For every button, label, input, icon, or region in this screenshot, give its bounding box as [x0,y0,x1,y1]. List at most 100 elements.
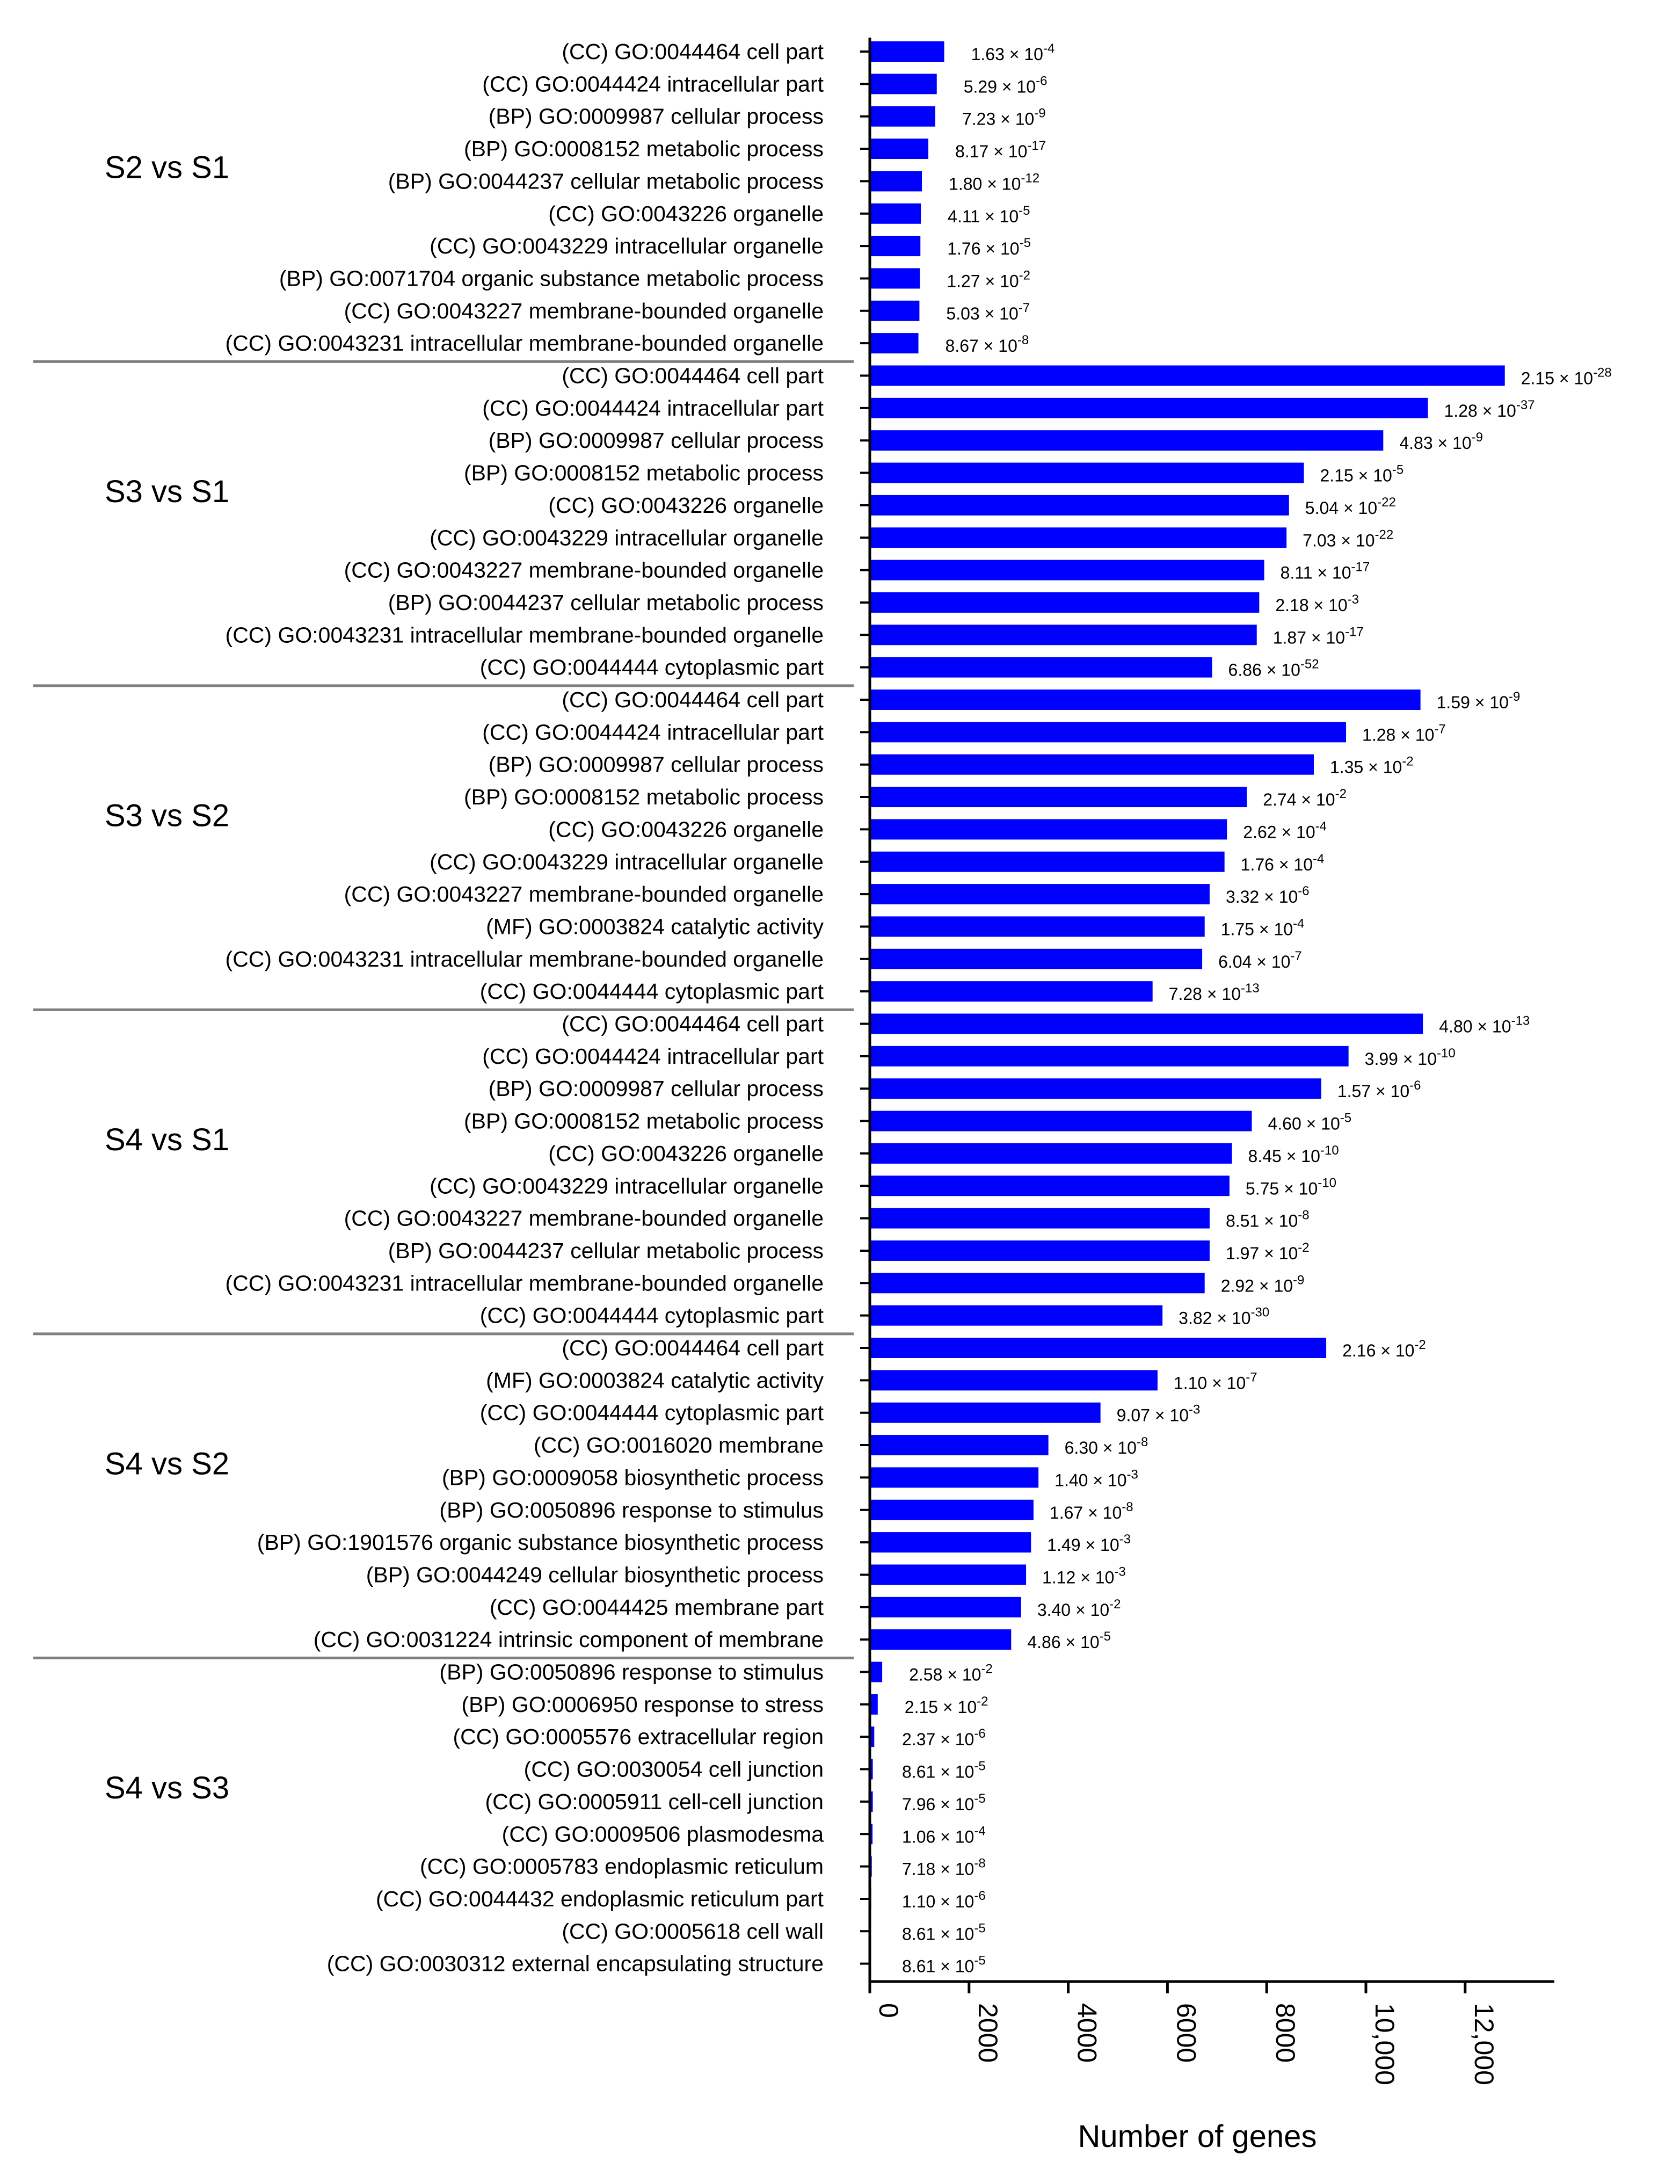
p-value-exponent: -4 [974,1824,985,1838]
p-value-mantissa: 2.15 [1521,369,1554,388]
p-value-exponent: -9 [1509,690,1520,704]
p-value-label: 2.92 × 10-9 [1221,1273,1305,1295]
bar [870,1435,1049,1456]
p-value-label: 2.62 × 10-4 [1243,819,1327,841]
term-label: (CC) GO:0043227 membrane-bounded organel… [344,1206,824,1231]
p-value-exponent: -6 [974,1726,985,1741]
term-label: (BP) GO:0044249 cellular biosynthetic pr… [366,1562,824,1587]
term-label: (CC) GO:0030312 external encapsulating s… [327,1951,824,1976]
axes [868,38,1554,1983]
term-label: (BP) GO:0008152 metabolic process [464,1109,824,1134]
p-value-label: 1.12 × 10-3 [1042,1564,1126,1587]
p-value-label: 1.40 × 10-3 [1054,1467,1138,1490]
p-value-label: 1.10 × 10-6 [902,1889,986,1911]
p-value-label: 4.11 × 10-5 [948,204,1030,226]
p-value-exponent: -52 [1300,657,1319,672]
p-value-exponent: -30 [1251,1305,1270,1320]
x-tick-label: 4000 [1072,2003,1102,2063]
p-value-exponent: -2 [977,1694,988,1709]
p-value-exponent: -5 [1340,1111,1351,1126]
p-value-mantissa: 4.80 [1439,1017,1472,1036]
p-value-mantissa: 4.83 [1399,433,1432,453]
p-value-label: 1.28 × 10-37 [1444,398,1535,420]
bar [870,139,929,159]
bar [870,1499,1034,1520]
p-value-label: 5.29 × 10-6 [964,74,1048,96]
p-value-exponent: -7 [1246,1370,1257,1384]
p-value-mantissa: 1.57 [1337,1082,1371,1101]
p-value-mantissa: 1.35 [1330,758,1363,777]
bar [870,1564,1027,1585]
p-value-mantissa: 2.16 [1342,1341,1376,1360]
p-value-mantissa: 1.76 [947,239,980,258]
p-value-exponent: -5 [1100,1629,1111,1644]
p-value-mantissa: 5.03 [946,304,979,323]
p-value-label: 1.28 × 10-7 [1362,722,1446,744]
p-value-label: 3.82 × 10-30 [1179,1305,1269,1328]
p-value-mantissa: 2.18 [1275,596,1308,615]
p-value-label: 1.76 × 10-4 [1241,852,1325,874]
bar [870,1726,875,1747]
p-value-label: 9.07 × 10-3 [1117,1403,1201,1425]
bar [870,430,1384,451]
p-value-label: 1.35 × 10-2 [1330,754,1414,777]
bar [870,1208,1210,1229]
term-label: (BP) GO:0050896 response to stimulus [439,1660,824,1685]
p-value-mantissa: 7.18 [902,1860,935,1879]
group-separators [33,360,854,1659]
term-label: (CC) GO:0043227 membrane-bounded organel… [344,299,824,323]
p-value-mantissa: 8.11 [1281,563,1313,583]
term-label: (CC) GO:0044464 cell part [562,39,824,64]
p-value-label: 1.49 × 10-3 [1047,1532,1131,1555]
bar [870,1759,873,1780]
bar [870,462,1304,483]
term-label: (BP) GO:0006950 response to stress [461,1692,824,1717]
x-tick-label: 8000 [1270,2003,1300,2063]
term-label: (CC) GO:0044424 intracellular part [482,71,824,96]
group-labels: S2 vs S1 S3 vs S1 S3 vs S2 S4 vs S1 S4 vs S2… [105,150,229,1805]
bar [870,625,1257,645]
term-label: (BP) GO:0009987 cellular process [489,1076,824,1101]
term-label: (CC) GO:0005618 cell wall [562,1919,824,1943]
p-value-exponent: -9 [1034,106,1045,121]
p-value-label: 1.10 × 10-7 [1174,1370,1257,1392]
p-value-mantissa: 1.10 [1174,1373,1207,1392]
term-label: (CC) GO:0043229 intracellular organelle [430,234,824,258]
p-value-exponent: -6 [974,1889,985,1903]
group-label: S3 vs S1 [105,474,229,509]
p-value-exponent: -3 [1114,1564,1125,1579]
term-label: (MF) GO:0003824 catalytic activity [486,1368,824,1392]
term-label: (CC) GO:0043231 intracellular membrane-b… [226,331,824,355]
p-value-mantissa: 8.51 [1226,1211,1259,1231]
p-value-exponent: -4 [1313,852,1324,866]
p-value-mantissa: 4.86 [1027,1632,1060,1652]
p-value-label: 2.74 × 10-2 [1263,787,1347,809]
p-value-label: 4.60 × 10-5 [1268,1111,1351,1134]
bar [870,657,1212,678]
term-label: (CC) GO:0044424 intracellular part [482,1044,824,1069]
p-value-mantissa: 1.75 [1221,919,1254,939]
p-value-exponent: -2 [1402,754,1413,769]
bar [870,916,1205,937]
p-value-label: 1.75 × 10-4 [1221,916,1305,939]
p-value-mantissa: 5.29 [964,77,997,96]
bar [870,851,1225,872]
p-value-label: 5.75 × 10-10 [1246,1176,1336,1198]
bar [870,1338,1327,1358]
term-label: (CC) GO:0043229 intracellular organelle [430,850,824,874]
p-value-label: 1.27 × 10-2 [947,268,1030,291]
bar [870,1305,1163,1326]
p-value-exponent: -17 [1345,625,1364,639]
bar [870,1111,1252,1131]
bar [870,203,921,224]
x-tick-label: 0 [874,2003,904,2018]
p-value-mantissa: 1.06 [902,1827,935,1846]
term-label: (BP) GO:0008152 metabolic process [464,136,824,161]
p-value-exponent: -8 [1137,1435,1148,1449]
p-value-label: 8.45 × 10-10 [1248,1143,1339,1166]
p-value-exponent: -3 [1348,592,1359,607]
term-label: (BP) GO:0071704 organic substance metabo… [279,266,824,291]
p-value-mantissa: 8.17 [955,142,988,161]
p-value-exponent: -3 [1127,1467,1138,1482]
p-value-exponent: -7 [1290,949,1301,963]
